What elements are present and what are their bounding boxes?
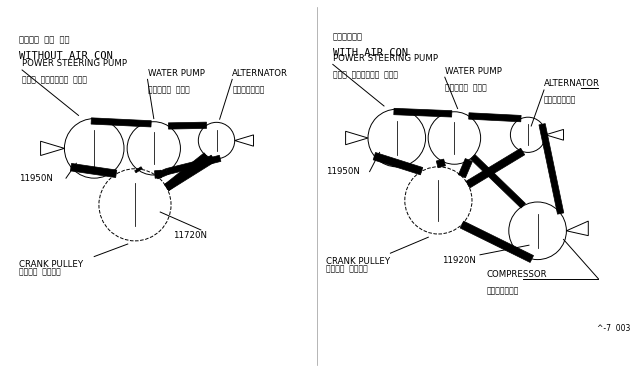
Text: 11920N: 11920N <box>442 256 476 265</box>
Polygon shape <box>156 169 168 179</box>
Text: POWER STEERING PUMP: POWER STEERING PUMP <box>333 54 438 63</box>
Text: WITHOUT AIR CON: WITHOUT AIR CON <box>19 51 113 61</box>
Text: WITH AIR CON: WITH AIR CON <box>333 48 408 58</box>
Polygon shape <box>166 155 221 174</box>
Polygon shape <box>70 163 116 177</box>
Text: WATER PUMP: WATER PUMP <box>148 69 204 78</box>
Text: ALTERNATOR: ALTERNATOR <box>544 79 600 89</box>
Text: 11950N: 11950N <box>326 167 360 176</box>
Text: CRANK PULLEY: CRANK PULLEY <box>19 260 83 269</box>
Text: コンプレッサー: コンプレッサー <box>486 286 519 295</box>
Polygon shape <box>134 167 142 173</box>
Polygon shape <box>539 124 564 214</box>
Polygon shape <box>154 170 161 178</box>
Text: ALTERNATOR: ALTERNATOR <box>232 69 288 78</box>
Text: ウォーター  ポンプ: ウォーター ポンプ <box>445 83 486 92</box>
Text: ウォーター  ポンプ: ウォーター ポンプ <box>148 85 189 94</box>
Polygon shape <box>436 159 445 168</box>
Text: パワー  ステアリング  ポンプ: パワー ステアリング ポンプ <box>22 76 87 84</box>
Text: エアコン  レス  仕様: エアコン レス 仕様 <box>19 35 70 45</box>
Polygon shape <box>91 118 151 127</box>
Text: パワー  ステアリング  ポンプ: パワー ステアリング ポンプ <box>333 70 398 79</box>
Text: 11720N: 11720N <box>173 231 207 240</box>
Text: POWER STEERING PUMP: POWER STEERING PUMP <box>22 60 127 68</box>
Polygon shape <box>460 221 534 263</box>
Polygon shape <box>470 155 525 208</box>
Text: クランク  プーリー: クランク プーリー <box>326 264 368 273</box>
Polygon shape <box>168 122 207 129</box>
Polygon shape <box>373 153 423 175</box>
Text: CRANK PULLEY: CRANK PULLEY <box>326 257 390 266</box>
Text: WATER PUMP: WATER PUMP <box>445 67 502 76</box>
Polygon shape <box>394 108 452 117</box>
Text: エアコン仕様: エアコン仕様 <box>333 32 363 41</box>
Text: COMPRESSOR: COMPRESSOR <box>486 270 547 279</box>
Polygon shape <box>164 153 209 190</box>
Text: オルタネーター: オルタネーター <box>544 96 577 105</box>
Polygon shape <box>468 113 521 122</box>
Polygon shape <box>466 148 525 188</box>
Text: クランク  プーリー: クランク プーリー <box>19 267 61 276</box>
Polygon shape <box>458 158 472 178</box>
Text: ^-7  003: ^-7 003 <box>597 324 630 333</box>
Text: オルタネーター: オルタネーター <box>232 85 264 94</box>
Polygon shape <box>164 155 215 191</box>
Text: 11950N: 11950N <box>19 174 53 183</box>
